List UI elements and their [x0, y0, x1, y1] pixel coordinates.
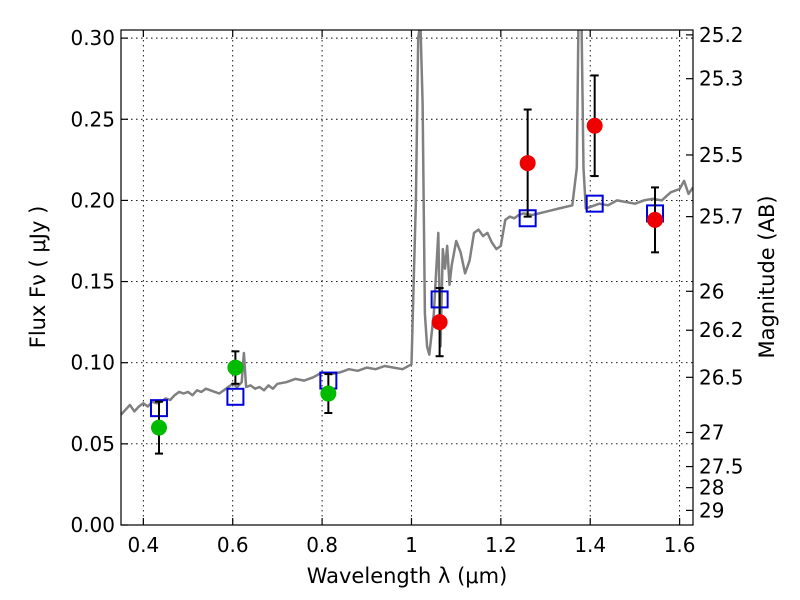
right-tick-label: 25.5 [699, 143, 744, 167]
right-tick-label: 25.2 [699, 23, 744, 47]
x-axis-label: Wavelength λ (μm) [307, 564, 508, 588]
x-tick-label: 0.4 [127, 533, 159, 557]
right-tick-label: 26 [699, 279, 724, 303]
right-tick-label: 25.7 [699, 205, 744, 229]
right-tick-label: 28 [699, 476, 724, 500]
x-tick-label: 1.4 [574, 533, 606, 557]
observed-point [586, 117, 603, 134]
y-tick-label: 0.15 [70, 270, 115, 294]
y-tick-label: 0.05 [70, 432, 115, 456]
tick-labels: 0.4 0.6 0.8 1 1.2 1.4 1.6 0.00 0.05 0.10 0.15 0.20 0… [70, 23, 743, 557]
right-tick-label: 29 [699, 498, 724, 522]
observed-point [320, 385, 337, 402]
observed-point [150, 419, 167, 436]
right-tick-label: 25.3 [699, 67, 744, 91]
right-tick-label: 26.5 [699, 365, 744, 389]
series-layer [121, 30, 693, 416]
grid-lines [121, 30, 693, 526]
observed-point [519, 155, 536, 172]
right-tick-label: 27 [699, 420, 724, 444]
x-tick-label: 1.2 [485, 533, 517, 557]
y-tick-label: 0.25 [70, 107, 115, 131]
x-tick-label: 0.8 [306, 533, 338, 557]
plot-frame [120, 29, 694, 526]
model-point [585, 194, 604, 213]
right-tick-label: 26.2 [699, 318, 744, 342]
y-tick-label: 0.10 [70, 351, 115, 375]
observed-point [431, 314, 448, 331]
model-spectrum-line [121, 30, 693, 416]
x-tick-label: 0.6 [217, 533, 249, 557]
right-axis-label: Magnitude (AB) [755, 195, 779, 358]
tick-layer [121, 30, 693, 526]
observed-point [227, 359, 244, 376]
y-tick-label: 0.00 [70, 513, 115, 537]
y-tick-label: 0.30 [70, 26, 115, 50]
marker-layer [149, 74, 665, 455]
y-tick-label: 0.20 [70, 188, 115, 212]
x-tick-label: 1 [405, 533, 418, 557]
right-tick-label: 27.5 [699, 455, 744, 479]
plot-area [121, 30, 693, 416]
y-axis-label: Flux Fν ( μJy ) [26, 206, 50, 349]
observed-point [647, 211, 664, 228]
x-tick-label: 1.6 [664, 533, 696, 557]
model-point [226, 387, 245, 406]
